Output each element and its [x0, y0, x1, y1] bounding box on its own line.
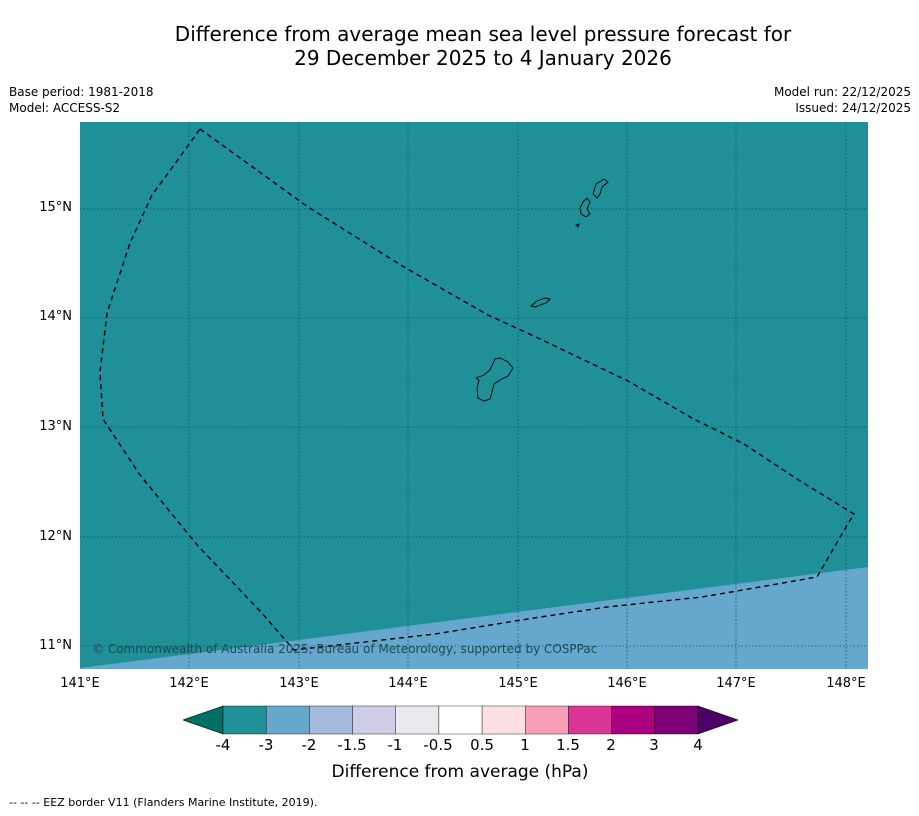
map-fill-main	[80, 122, 868, 669]
colorbar-segment	[352, 705, 396, 735]
colorbar-tick: 1	[520, 736, 530, 754]
colorbar-label: Difference from average (hPa)	[331, 762, 589, 782]
colorbar-tick: -0.5	[423, 736, 453, 754]
colorbar-segment	[395, 705, 440, 735]
guam-island	[475, 357, 514, 402]
colorbar-segment	[568, 705, 612, 735]
map-fill-secondary	[80, 567, 868, 669]
colorbar-segment	[309, 705, 353, 735]
islands	[475, 178, 609, 402]
meta-right: Model run: 22/12/2025 Issued: 24/12/2025	[774, 84, 911, 116]
colorbar-tick: 0.5	[470, 736, 494, 754]
colorbar-segment	[654, 705, 699, 735]
colorbar	[183, 705, 739, 735]
aguijan-island	[575, 223, 580, 228]
colorbar-segment	[222, 705, 267, 735]
colorbar-tick: -2	[301, 736, 317, 754]
lon-label-141: 141°E	[60, 676, 100, 691]
lon-label-148: 148°E	[826, 676, 866, 691]
colorbar-tick: 2	[606, 736, 616, 754]
lon-label-146: 146°E	[607, 676, 647, 691]
colorbar-tick: 1.5	[556, 736, 580, 754]
colorbar-tick: -1.5	[337, 736, 367, 754]
lon-label-147: 147°E	[716, 676, 756, 691]
colorbar-segment	[438, 705, 483, 735]
tinian-island	[579, 197, 591, 218]
meta-left: Base period: 1981-2018 Model: ACCESS-S2	[9, 84, 154, 116]
colorbar-segment	[525, 705, 569, 735]
colorbar-tick: -3	[258, 736, 274, 754]
lon-label-143: 143°E	[279, 676, 319, 691]
eez-footnote: -- -- -- EEZ border V11 (Flanders Marine…	[9, 796, 318, 809]
lon-label-142: 142°E	[169, 676, 209, 691]
model-name: Model: ACCESS-S2	[9, 101, 121, 115]
lat-label-15: 15°N	[39, 200, 72, 215]
eez-border	[99, 128, 855, 651]
map-panel[interactable]	[80, 122, 868, 669]
colorbar-segment	[611, 705, 656, 735]
rota-island	[530, 297, 551, 308]
lon-label-145: 145°E	[498, 676, 538, 691]
lat-label-13: 13°N	[39, 419, 72, 434]
colorbar-tick: -4	[215, 736, 231, 754]
gridlines	[80, 122, 868, 669]
colorbar-extend-high	[697, 705, 739, 735]
title-line-1: Difference from average mean sea level p…	[174, 22, 792, 46]
lat-label-11: 11°N	[39, 638, 72, 653]
chart-title: Difference from average mean sea level p…	[100, 22, 866, 70]
colorbar-segment	[265, 705, 310, 735]
model-run: Model run: 22/12/2025	[773, 85, 911, 99]
base-period: Base period: 1981-2018	[9, 85, 154, 99]
copyright-notice: © Commonwealth of Australia 2025, Bureau…	[92, 642, 598, 656]
lat-label-12: 12°N	[39, 529, 72, 544]
issued-date: Issued: 24/12/2025	[795, 101, 911, 115]
colorbar-tick: 4	[693, 736, 703, 754]
title-line-2: 29 December 2025 to 4 January 2026	[294, 46, 672, 70]
colorbar-tick: -1	[387, 736, 403, 754]
colorbar-segments	[222, 705, 699, 735]
colorbar-extend-low	[183, 705, 224, 735]
colorbar-tick: 3	[649, 736, 659, 754]
colorbar-segment	[481, 705, 526, 735]
lon-label-144: 144°E	[388, 676, 428, 691]
lat-label-14: 14°N	[39, 309, 72, 324]
saipan-island	[592, 178, 609, 199]
